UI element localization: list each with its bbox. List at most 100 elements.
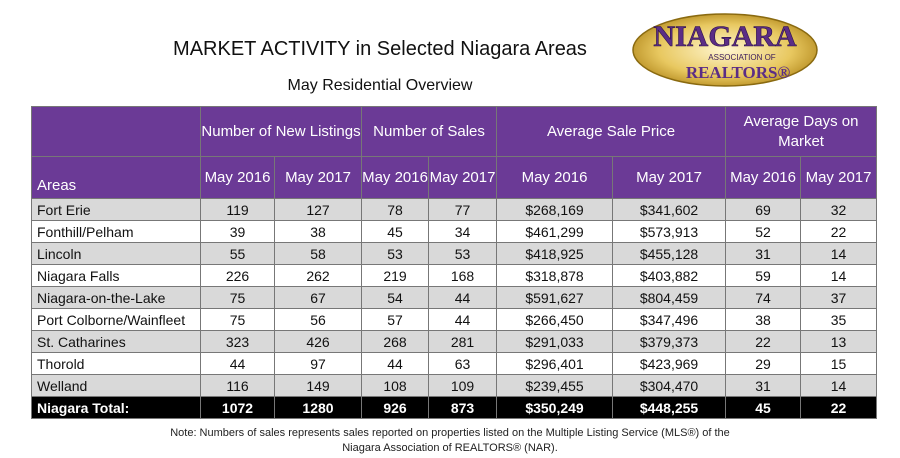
value-cell: $266,450 — [496, 308, 614, 331]
value-cell: 56 — [273, 308, 363, 331]
value-cell: $341,602 — [612, 198, 727, 221]
area-cell: Niagara-on-the-Lake — [31, 286, 201, 309]
page-title: MARKET ACTIVITY in Selected Niagara Area… — [173, 38, 587, 60]
nar-logo: NIAGARA ASSOCIATION OF REALTORS® — [632, 13, 818, 87]
value-cell: 281 — [428, 330, 498, 353]
year-header: May 2016 — [725, 156, 802, 199]
area-cell: Niagara Falls — [31, 264, 201, 287]
value-cell: $268,169 — [496, 198, 614, 221]
total-value-cell: $350,249 — [496, 396, 614, 419]
value-cell: $423,969 — [612, 352, 727, 375]
header-blank-cell — [31, 106, 201, 157]
value-cell: 69 — [725, 198, 802, 221]
value-cell: 53 — [428, 242, 498, 265]
total-value-cell: 1280 — [273, 396, 363, 419]
value-cell: 44 — [200, 352, 275, 375]
total-value-cell: 1072 — [200, 396, 275, 419]
value-cell: 44 — [428, 286, 498, 309]
value-cell: $403,882 — [612, 264, 727, 287]
total-value-cell: $448,255 — [612, 396, 727, 419]
value-cell: 168 — [428, 264, 498, 287]
value-cell: 97 — [273, 352, 363, 375]
table-row: Niagara Falls 226 262 219 168 $318,878 $… — [31, 264, 878, 287]
table-row: Lincoln 55 58 53 53 $418,925 $455,128 31… — [31, 242, 878, 265]
total-value-cell: 45 — [725, 396, 802, 419]
area-cell: Fonthill/Pelham — [31, 220, 201, 243]
value-cell: 116 — [200, 374, 275, 397]
group-header-avg-price: Average Sale Price — [496, 106, 727, 157]
table-row: Port Colborne/Wainfleet 75 56 57 44 $266… — [31, 308, 878, 331]
total-label-cell: Niagara Total: — [31, 396, 201, 419]
value-cell: 59 — [725, 264, 802, 287]
page-subtitle: May Residential Overview — [287, 77, 473, 94]
value-cell: 78 — [361, 198, 430, 221]
value-cell: 323 — [200, 330, 275, 353]
value-cell: 75 — [200, 308, 275, 331]
table-row: Welland 116 149 108 109 $239,455 $304,47… — [31, 374, 878, 397]
value-cell: $455,128 — [612, 242, 727, 265]
area-cell: St. Catharines — [31, 330, 201, 353]
value-cell: $573,913 — [612, 220, 727, 243]
areas-header: Areas — [31, 156, 201, 199]
value-cell: 67 — [273, 286, 363, 309]
value-cell: 32 — [800, 198, 878, 221]
group-header-sales: Number of Sales — [361, 106, 498, 157]
total-value-cell: 873 — [428, 396, 498, 419]
value-cell: 55 — [200, 242, 275, 265]
year-header: May 2017 — [612, 156, 727, 199]
value-cell: 75 — [200, 286, 275, 309]
value-cell: 44 — [361, 352, 430, 375]
value-cell: $418,925 — [496, 242, 614, 265]
value-cell: 57 — [361, 308, 430, 331]
value-cell: 54 — [361, 286, 430, 309]
area-cell: Welland — [31, 374, 201, 397]
area-cell: Port Colborne/Wainfleet — [31, 308, 201, 331]
value-cell: 226 — [200, 264, 275, 287]
value-cell: $804,459 — [612, 286, 727, 309]
value-cell: $291,033 — [496, 330, 614, 353]
year-header: May 2017 — [800, 156, 878, 199]
value-cell: 426 — [273, 330, 363, 353]
table-row: Thorold 44 97 44 63 $296,401 $423,969 29… — [31, 352, 878, 375]
area-cell: Lincoln — [31, 242, 201, 265]
value-cell: 22 — [725, 330, 802, 353]
value-cell: 13 — [800, 330, 878, 353]
value-cell: $379,373 — [612, 330, 727, 353]
footnote-line: Note: Numbers of sales represents sales … — [170, 427, 730, 439]
value-cell: $461,299 — [496, 220, 614, 243]
table-row: Niagara-on-the-Lake 75 67 54 44 $591,627… — [31, 286, 878, 309]
value-cell: 31 — [725, 242, 802, 265]
value-cell: 14 — [800, 264, 878, 287]
value-cell: 22 — [800, 220, 878, 243]
area-cell: Thorold — [31, 352, 201, 375]
value-cell: 77 — [428, 198, 498, 221]
value-cell: 37 — [800, 286, 878, 309]
logo-name-text: NIAGARA — [653, 20, 797, 53]
value-cell: 45 — [361, 220, 430, 243]
footnote: Note: Numbers of sales represents sales … — [0, 426, 900, 456]
value-cell: 268 — [361, 330, 430, 353]
value-cell: 63 — [428, 352, 498, 375]
value-cell: $591,627 — [496, 286, 614, 309]
value-cell: $304,470 — [612, 374, 727, 397]
value-cell: 58 — [273, 242, 363, 265]
table-row: Fort Erie 119 127 78 77 $268,169 $341,60… — [31, 198, 878, 221]
total-value-cell: 22 — [800, 396, 878, 419]
year-header: May 2016 — [200, 156, 275, 199]
logo-line3-text: REALTORS® — [686, 63, 791, 82]
total-row: Niagara Total: 1072 1280 926 873 $350,24… — [31, 396, 878, 419]
value-cell: 119 — [200, 198, 275, 221]
value-cell: 219 — [361, 264, 430, 287]
total-value-cell: 926 — [361, 396, 430, 419]
value-cell: 14 — [800, 242, 878, 265]
value-cell: 29 — [725, 352, 802, 375]
value-cell: 15 — [800, 352, 878, 375]
year-header: May 2017 — [428, 156, 498, 199]
value-cell: 74 — [725, 286, 802, 309]
value-cell: 108 — [361, 374, 430, 397]
value-cell: 52 — [725, 220, 802, 243]
value-cell: 109 — [428, 374, 498, 397]
value-cell: 127 — [273, 198, 363, 221]
value-cell: $296,401 — [496, 352, 614, 375]
value-cell: 53 — [361, 242, 430, 265]
